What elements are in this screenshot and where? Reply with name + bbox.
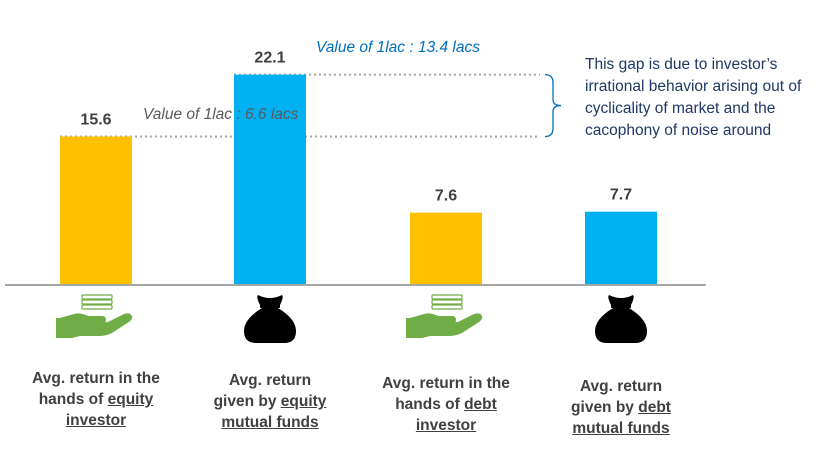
annotation-gap-note: This gap is due to investor’s irrational… [585,56,802,139]
data-label: 15.6 [80,111,111,128]
bar [60,136,132,285]
data-label: 7.7 [610,187,632,204]
category-label: Avg. return given by equity mutual funds [213,372,327,431]
gap-bracket [544,73,562,138]
annotation-value-equity-investor: Value of 1lac : 6.6 lacs [143,106,299,124]
annotation-value-equity-funds: Value of 1lac : 13.4 lacs [316,38,480,56]
money-bag-icon [244,295,296,343]
bar [234,74,306,285]
bar [410,212,482,285]
data-label: 22.1 [254,50,285,67]
money-bag-icon [595,295,647,343]
data-label: 7.6 [435,188,457,205]
hand-money-icon [56,294,133,338]
category-label: Avg. return in the hands of debt investor [382,375,510,434]
category-label: Avg. return given by debt mutual funds [571,378,671,437]
category-label: Avg. return in the hands of equity investo… [32,370,160,429]
bar [585,211,657,285]
hand-money-icon [406,294,483,338]
